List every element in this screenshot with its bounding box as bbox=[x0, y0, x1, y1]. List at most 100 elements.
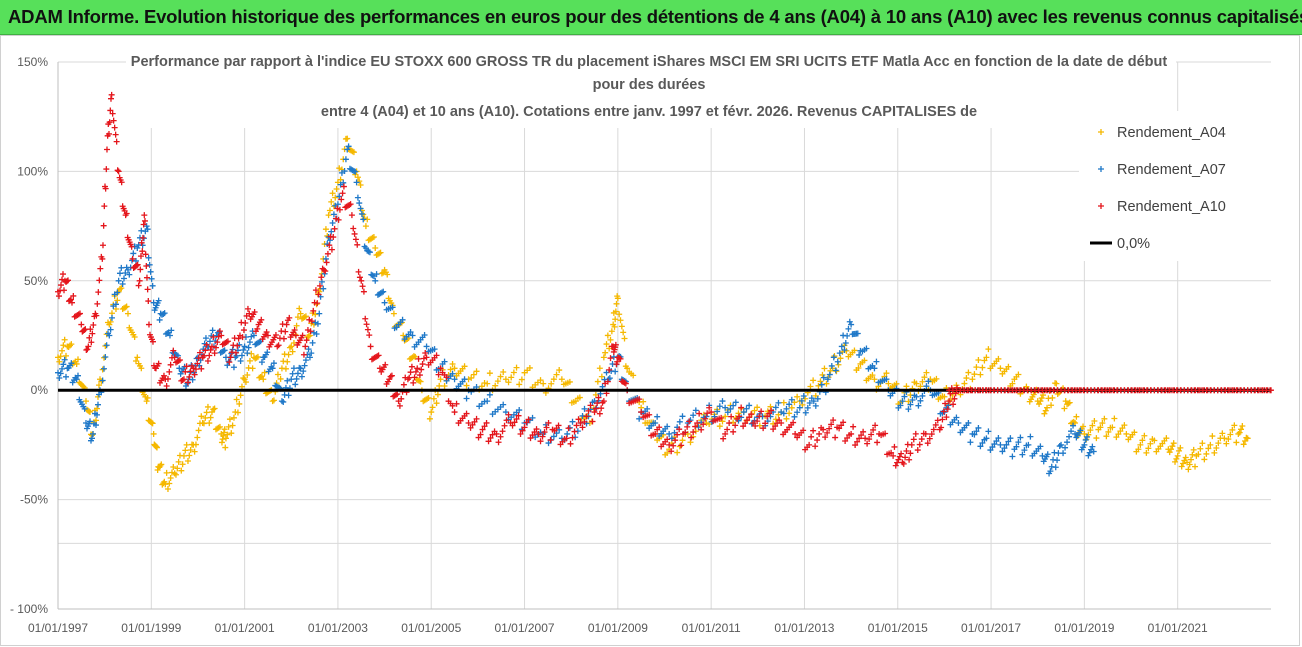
data-point bbox=[778, 409, 785, 416]
data-point bbox=[1007, 435, 1014, 442]
data-point bbox=[883, 370, 890, 377]
data-point bbox=[323, 259, 330, 266]
data-point bbox=[107, 326, 114, 333]
data-point bbox=[754, 418, 761, 425]
data-point bbox=[451, 376, 458, 383]
data-point bbox=[708, 418, 715, 425]
y-tick-label: 0% bbox=[31, 383, 49, 397]
data-point bbox=[944, 406, 951, 413]
data-point bbox=[598, 405, 605, 412]
data-point bbox=[915, 402, 922, 409]
data-point bbox=[463, 410, 470, 417]
data-point bbox=[346, 201, 353, 208]
data-point bbox=[852, 442, 859, 449]
data-point bbox=[141, 212, 148, 219]
data-point bbox=[529, 432, 536, 439]
data-point bbox=[591, 409, 598, 416]
data-point bbox=[238, 383, 245, 390]
data-point bbox=[620, 329, 627, 336]
data-point bbox=[86, 418, 93, 425]
data-point bbox=[775, 399, 782, 406]
series-rendement-a04 bbox=[55, 135, 1251, 493]
data-point bbox=[871, 376, 878, 383]
y-tick-label: - 100% bbox=[10, 602, 48, 616]
data-point bbox=[253, 354, 260, 361]
data-point bbox=[344, 146, 351, 153]
data-point bbox=[903, 383, 910, 390]
data-point bbox=[901, 393, 908, 400]
data-point bbox=[563, 435, 570, 442]
data-point bbox=[235, 335, 242, 342]
data-point bbox=[89, 330, 96, 337]
data-point bbox=[1009, 453, 1016, 460]
data-point bbox=[114, 297, 121, 304]
data-point bbox=[502, 409, 509, 416]
data-point bbox=[318, 274, 325, 281]
data-point bbox=[484, 380, 491, 387]
data-point bbox=[449, 402, 456, 409]
data-point bbox=[569, 434, 576, 441]
data-point bbox=[540, 380, 547, 387]
data-point bbox=[149, 338, 156, 345]
data-point bbox=[144, 394, 151, 401]
data-point bbox=[144, 286, 151, 293]
data-point bbox=[245, 344, 252, 351]
data-point bbox=[1049, 394, 1056, 401]
data-point bbox=[738, 404, 745, 411]
data-point bbox=[376, 365, 383, 372]
legend-marker bbox=[1098, 166, 1104, 172]
data-point bbox=[1025, 441, 1032, 448]
data-point bbox=[186, 452, 193, 459]
data-point bbox=[60, 342, 67, 349]
data-point bbox=[939, 416, 946, 423]
data-point bbox=[269, 398, 276, 405]
data-point bbox=[924, 440, 931, 447]
data-point bbox=[229, 422, 236, 429]
data-point bbox=[294, 314, 301, 321]
data-point bbox=[923, 369, 930, 376]
data-point bbox=[600, 354, 607, 361]
legend-marker bbox=[1098, 129, 1104, 135]
data-point bbox=[975, 424, 982, 431]
data-point bbox=[475, 434, 482, 441]
data-point bbox=[61, 336, 68, 343]
data-point bbox=[1137, 441, 1144, 448]
data-point bbox=[999, 448, 1006, 455]
data-point bbox=[365, 248, 372, 255]
data-point bbox=[607, 355, 614, 362]
data-point bbox=[806, 441, 813, 448]
data-point bbox=[424, 395, 431, 402]
data-point bbox=[322, 255, 329, 262]
data-point bbox=[1211, 449, 1218, 456]
data-point bbox=[219, 436, 226, 443]
data-point bbox=[614, 358, 621, 365]
data-point bbox=[290, 365, 297, 372]
data-point bbox=[622, 380, 629, 387]
data-point bbox=[1081, 441, 1088, 448]
data-point bbox=[807, 383, 814, 390]
data-point bbox=[400, 332, 407, 339]
data-point bbox=[1141, 432, 1148, 439]
data-point bbox=[312, 311, 319, 318]
data-point bbox=[299, 332, 306, 339]
data-point bbox=[133, 262, 140, 269]
data-point bbox=[676, 443, 683, 450]
data-point bbox=[378, 289, 385, 296]
data-point bbox=[101, 203, 108, 210]
data-point bbox=[164, 375, 171, 382]
data-point bbox=[906, 456, 913, 463]
data-point bbox=[325, 212, 332, 219]
data-point bbox=[318, 278, 325, 285]
data-point bbox=[509, 422, 516, 429]
data-point bbox=[726, 420, 733, 427]
data-point bbox=[146, 261, 153, 268]
data-point bbox=[88, 435, 95, 442]
data-point bbox=[802, 395, 809, 402]
data-point bbox=[256, 339, 263, 346]
data-point bbox=[60, 361, 67, 368]
data-point bbox=[676, 426, 683, 433]
data-point bbox=[788, 404, 795, 411]
data-point bbox=[361, 215, 368, 222]
data-point bbox=[1178, 463, 1185, 470]
data-point bbox=[489, 431, 496, 438]
